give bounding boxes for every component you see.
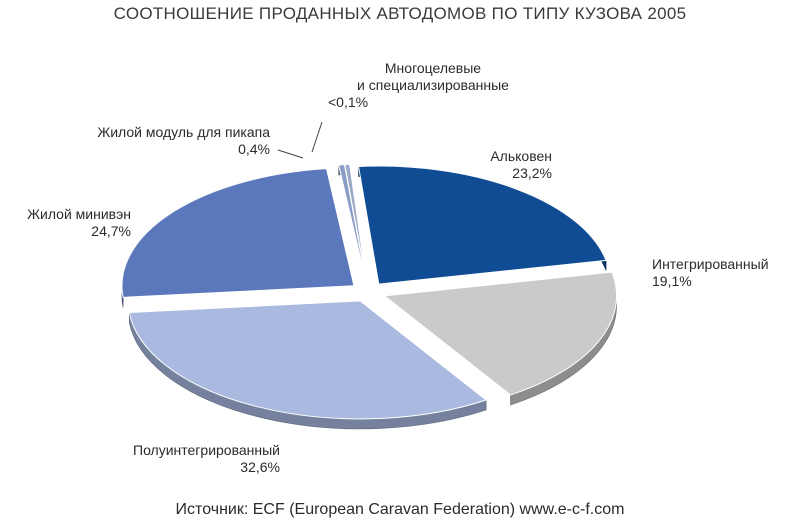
slice-name-multi-line1: Многоцелевые: [384, 60, 482, 76]
slice-value-semi: 32,6%: [240, 459, 280, 475]
leader-lines: [277, 121, 323, 159]
slice-label-minivan: Жилой минивэн 24,7%: [0, 206, 131, 240]
slice-value-alcove: 23,2%: [512, 165, 552, 181]
slice-name-alcove: Альковен: [490, 148, 552, 164]
slice-value-pickup: 0,4%: [238, 141, 270, 157]
pie-slice-multi: [344, 163, 368, 283]
slice-name-minivan: Жилой минивэн: [27, 206, 131, 222]
slice-name-semi: Полуинтегрированный: [133, 442, 280, 458]
slice-label-integrated: Интегрированный 19,1%: [652, 256, 769, 290]
pie-slice-alcove: [357, 165, 607, 285]
slice-value-minivan: 24,7%: [91, 223, 131, 239]
slice-label-semi: Полуинтегрированный 32,6%: [70, 442, 280, 476]
slice-label-multi: Многоцелевые и специализированные <0,1%: [318, 60, 548, 111]
pie-slice-minivan: [121, 168, 355, 298]
leader-line-multi: [311, 121, 323, 153]
pie-top-layer: [121, 163, 618, 420]
leader-line-pickup: [277, 149, 304, 159]
source-note: Источник: ECF (European Caravan Federati…: [175, 501, 625, 518]
slice-value-integrated: 19,1%: [652, 273, 692, 289]
slice-name-multi-line2: и специализированные: [357, 77, 509, 93]
slice-name-integrated: Интегрированный: [652, 256, 769, 272]
pie-slice-semi: [128, 300, 488, 420]
chart-title: СООТНОШЕНИЕ ПРОДАННЫХ АВТОДОМОВ ПО ТИПУ …: [113, 4, 687, 23]
pie-slice-integrated: [383, 271, 618, 396]
slice-label-alcove: Альковен 23,2%: [460, 148, 552, 182]
slice-name-pickup: Жилой модуль для пикапа: [97, 124, 270, 140]
slice-value-multi: <0,1%: [328, 94, 369, 110]
slice-label-pickup: Жилой модуль для пикапа 0,4%: [30, 124, 270, 158]
